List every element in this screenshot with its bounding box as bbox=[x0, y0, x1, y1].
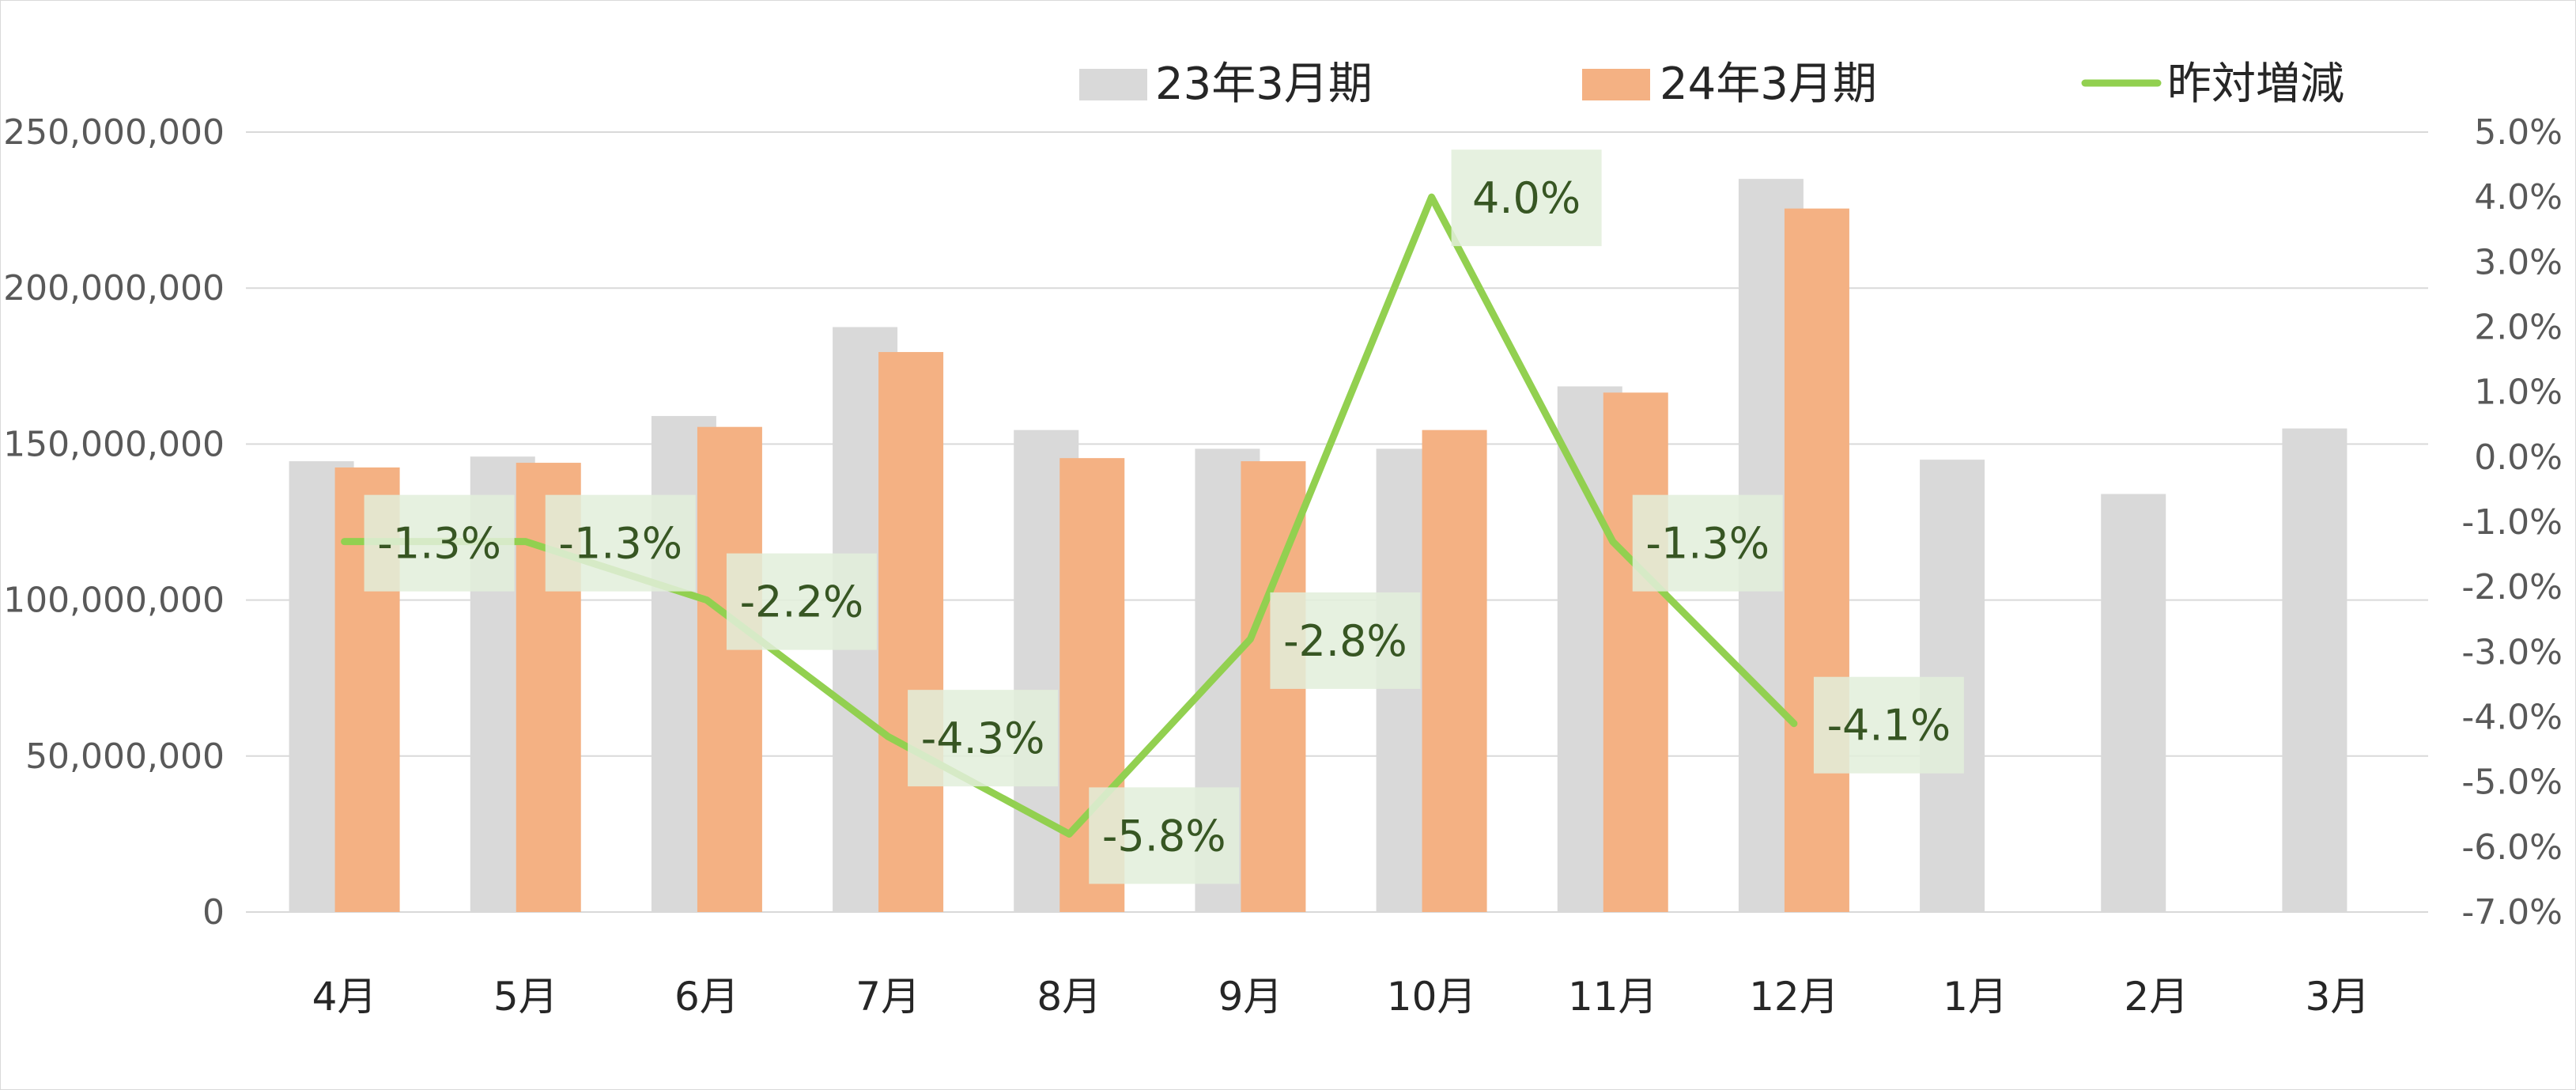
data-label-box bbox=[908, 690, 1059, 787]
bar-current-year bbox=[1422, 430, 1487, 912]
bar-prev-year bbox=[2282, 428, 2347, 912]
data-label: -2.8% bbox=[1283, 616, 1407, 666]
right-axis-tick-label: 5.0% bbox=[2474, 112, 2563, 153]
right-axis-tick-label: 0.0% bbox=[2474, 437, 2563, 478]
right-axis-tick-label: -1.0% bbox=[2461, 502, 2563, 543]
left-axis-tick-label: 250,000,000 bbox=[3, 112, 225, 153]
bar-current-year bbox=[878, 352, 944, 912]
x-axis-category-label: 7月 bbox=[856, 974, 920, 1020]
data-label: -1.3% bbox=[377, 519, 501, 569]
x-axis-category-label: 9月 bbox=[1218, 974, 1283, 1020]
bar-current-year bbox=[697, 426, 762, 912]
left-axis-tick-label: 100,000,000 bbox=[3, 581, 225, 621]
bar-current-year bbox=[1603, 392, 1668, 913]
right-axis-tick-label: 3.0% bbox=[2474, 242, 2563, 282]
legend-swatch bbox=[1582, 69, 1650, 100]
data-label-box bbox=[364, 494, 515, 592]
x-axis-category-label: 8月 bbox=[1037, 974, 1101, 1020]
legend-label: 24年3月期 bbox=[1660, 59, 1877, 110]
x-axis-category-label: 5月 bbox=[493, 974, 558, 1020]
x-axis-category-label: 2月 bbox=[2124, 974, 2189, 1020]
x-axis-category-label: 1月 bbox=[1943, 974, 2008, 1020]
right-axis-tick-label: -6.0% bbox=[2461, 827, 2563, 868]
x-axis-category-label: 11月 bbox=[1568, 974, 1658, 1020]
data-label: -4.1% bbox=[1827, 701, 1951, 751]
x-axis-category-label: 3月 bbox=[2306, 974, 2370, 1020]
right-axis-tick-label: -7.0% bbox=[2461, 892, 2563, 933]
data-labels: -1.3% -1.3% -2.2% -4.3% -5.8% -2.8% 4.0% -1.3% -… bbox=[364, 149, 1964, 884]
right-axis-tick-label: -4.0% bbox=[2461, 698, 2563, 738]
left-axis-tick-label: 50,000,000 bbox=[25, 736, 225, 777]
x-axis-category-label: 12月 bbox=[1749, 974, 1839, 1020]
right-axis-tick-label: -3.0% bbox=[2461, 632, 2563, 672]
x-axis-category-label: 4月 bbox=[312, 974, 377, 1020]
data-label-box bbox=[726, 553, 877, 650]
legend: 23年3月期 24年3月期 昨対増減 bbox=[1079, 59, 2344, 110]
data-label-box bbox=[1451, 149, 1602, 247]
data-label-box bbox=[1270, 592, 1421, 689]
right-axis-tick-label: 1.0% bbox=[2474, 373, 2563, 413]
right-axis-tick-label: 4.0% bbox=[2474, 177, 2563, 218]
legend-label: 昨対増減 bbox=[2167, 59, 2344, 110]
data-label: -5.8% bbox=[1102, 811, 1226, 861]
data-label: -2.2% bbox=[740, 577, 864, 627]
data-label-box bbox=[1089, 787, 1240, 884]
data-label: 4.0% bbox=[1472, 173, 1581, 223]
left-axis-tick-label: 150,000,000 bbox=[3, 424, 225, 464]
bar-prev-year bbox=[2101, 494, 2166, 912]
data-label: -1.3% bbox=[558, 519, 682, 569]
left-axis-tick-label: 200,000,000 bbox=[3, 268, 225, 308]
data-label-box bbox=[1813, 676, 1964, 774]
data-label: -4.3% bbox=[921, 713, 1045, 763]
legend-swatch bbox=[1079, 69, 1147, 100]
legend-label: 23年3月期 bbox=[1155, 59, 1373, 110]
bar-current-year bbox=[1784, 208, 1849, 912]
data-label-box bbox=[545, 494, 696, 592]
data-label: -1.3% bbox=[1645, 519, 1770, 569]
axes: 0 50,000,000 100,000,000 150,000,000 200,000… bbox=[3, 112, 2563, 1020]
data-label-box bbox=[1632, 494, 1783, 592]
x-axis-category-label: 6月 bbox=[674, 974, 739, 1020]
right-axis-tick-label: -2.0% bbox=[2461, 567, 2563, 607]
right-axis-tick-label: -5.0% bbox=[2461, 763, 2563, 803]
right-axis-tick-label: 2.0% bbox=[2474, 308, 2563, 348]
left-axis-tick-label: 0 bbox=[202, 892, 225, 933]
x-axis-category-label: 10月 bbox=[1387, 974, 1477, 1020]
